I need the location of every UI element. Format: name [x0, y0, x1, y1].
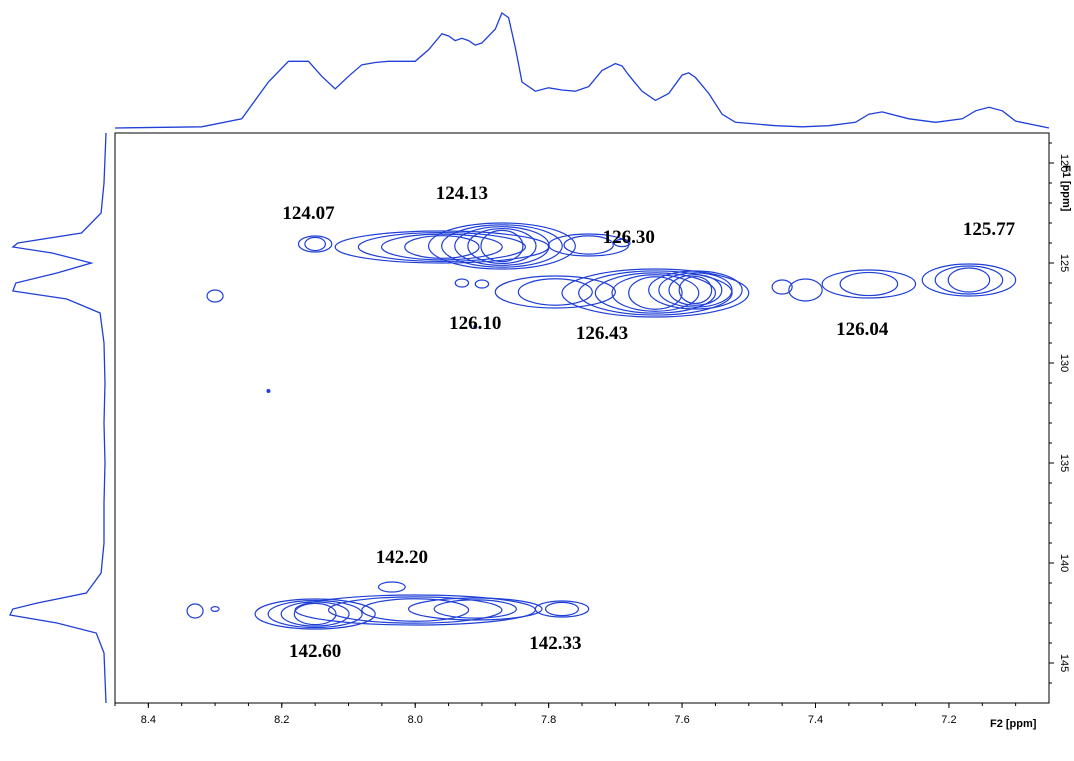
contour-line	[427, 222, 576, 270]
contour-line	[467, 227, 537, 265]
contour-line	[267, 599, 363, 629]
y-axis-ticks: 120 125 130 135 140 145	[1049, 142, 1070, 684]
contour-line	[377, 581, 406, 593]
contour-line	[517, 278, 593, 306]
peak-label: 142.60	[289, 641, 341, 662]
contour-line	[441, 224, 563, 268]
peak-label: 126.10	[449, 313, 501, 334]
f2-projection	[114, 12, 1050, 129]
contour-line	[474, 279, 490, 289]
contour-line	[293, 602, 337, 626]
x-tick-label: 7.8	[541, 714, 556, 726]
contour-line	[821, 269, 917, 299]
x-tick-label: 7.4	[808, 714, 823, 726]
y-tick-label: 130	[1058, 354, 1070, 372]
contour-line	[921, 263, 1017, 297]
contour-layer	[186, 222, 1017, 630]
x-axis-label: F2 [ppm]	[990, 718, 1037, 730]
contour-line	[578, 270, 733, 316]
contour-line	[594, 272, 717, 314]
contour-line	[304, 236, 327, 252]
x-tick-label: 8.0	[408, 714, 423, 726]
contour-line	[454, 278, 470, 288]
x-tick-label: 8.2	[274, 714, 289, 726]
y-tick-label: 120	[1058, 154, 1070, 172]
contour-line	[297, 235, 333, 253]
x-tick-label: 8.4	[141, 714, 156, 726]
contour-line	[648, 270, 743, 310]
contour-line	[404, 235, 480, 259]
f1-projection	[9, 132, 107, 704]
contour-line	[186, 603, 204, 619]
f2-projection-trace	[114, 12, 1050, 129]
contour-line	[210, 605, 220, 612]
y-tick-label: 145	[1058, 654, 1070, 672]
contour-line	[327, 596, 503, 624]
y-tick-label: 140	[1058, 554, 1070, 572]
peak-label: 124.13	[436, 183, 488, 204]
contour-line	[407, 597, 543, 621]
contour-line	[480, 229, 524, 263]
peak-label: 124.07	[282, 203, 335, 224]
plot-frame	[114, 132, 1050, 704]
contour-line	[280, 601, 350, 627]
contour-line	[788, 278, 823, 302]
peak-label: 126.30	[603, 227, 655, 248]
peak-label: 126.43	[576, 323, 628, 344]
contour-dot	[473, 325, 478, 329]
contour-dot	[266, 389, 271, 393]
y-tick-label: 135	[1058, 454, 1070, 472]
peak-label: 142.20	[376, 547, 428, 568]
contour-line	[934, 265, 1004, 295]
contour-line	[839, 271, 899, 297]
contour-line	[658, 272, 733, 308]
x-tick-label: 7.6	[674, 714, 689, 726]
peak-label: 142.33	[529, 633, 581, 654]
contour-line	[563, 235, 614, 255]
contour-line	[947, 267, 991, 293]
contour-line	[534, 600, 590, 618]
contour-line	[361, 598, 470, 622]
y-tick-label: 125	[1058, 254, 1070, 272]
contour-line	[678, 275, 713, 305]
contour-line	[433, 599, 517, 619]
contour-line	[254, 598, 376, 630]
peak-labels: 124.07 124.13 126.30 126.43 126.10 125.77 126.…	[282, 183, 1015, 662]
contour-line	[771, 279, 793, 295]
contour-line	[613, 238, 631, 248]
contour-line	[561, 268, 750, 318]
contour-line	[494, 275, 616, 309]
x-axis-ticks: 8.4 8.2 8.0 7.8 7.6 7.4 7.2	[114, 703, 1017, 726]
contour-line	[544, 601, 580, 617]
contour-line	[206, 289, 224, 303]
peak-label: 125.77	[963, 219, 1016, 240]
x-tick-label: 7.2	[941, 714, 956, 726]
contour-line	[611, 274, 700, 312]
contour-line	[628, 276, 683, 310]
contour-line	[668, 274, 723, 306]
peak-label: 126.04	[836, 319, 889, 340]
y-axis-label: F1 [ppm]	[1060, 165, 1072, 212]
f1-projection-trace	[9, 132, 107, 704]
